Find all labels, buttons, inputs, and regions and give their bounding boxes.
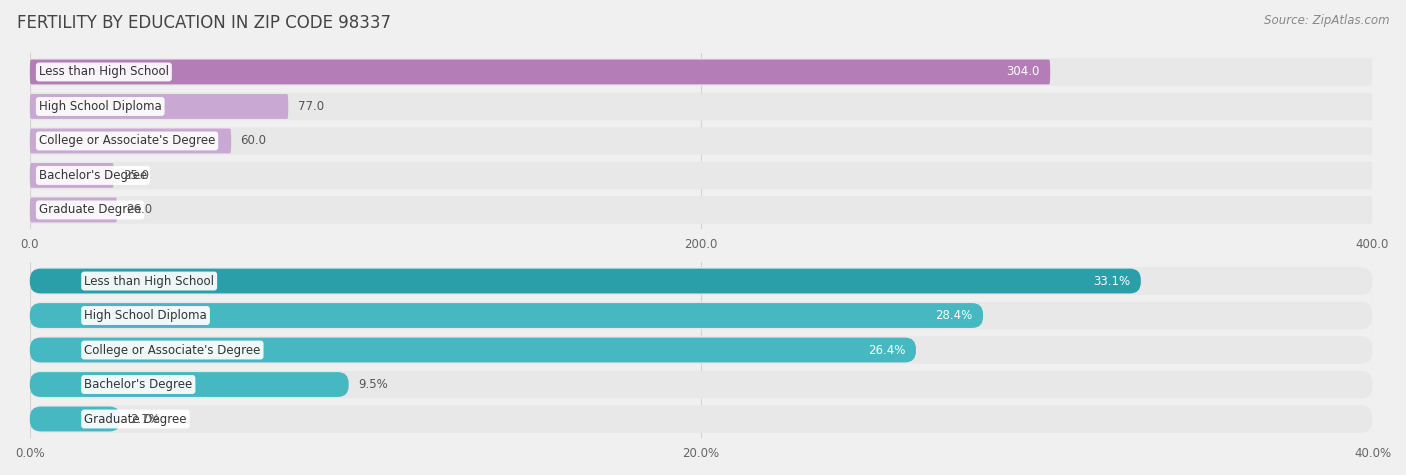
Text: 2.7%: 2.7% — [129, 412, 160, 426]
FancyBboxPatch shape — [30, 302, 1372, 329]
Text: 60.0: 60.0 — [240, 134, 267, 147]
Text: 77.0: 77.0 — [298, 100, 323, 113]
Text: 9.5%: 9.5% — [359, 378, 388, 391]
FancyBboxPatch shape — [30, 162, 1372, 189]
Text: 25.0: 25.0 — [124, 169, 149, 182]
FancyBboxPatch shape — [30, 163, 114, 188]
FancyBboxPatch shape — [30, 370, 1372, 399]
FancyBboxPatch shape — [30, 267, 1372, 295]
Text: Less than High School: Less than High School — [39, 66, 169, 78]
Text: Source: ZipAtlas.com: Source: ZipAtlas.com — [1264, 14, 1389, 27]
Text: Graduate Degree: Graduate Degree — [39, 203, 142, 217]
FancyBboxPatch shape — [30, 268, 1140, 294]
FancyBboxPatch shape — [30, 94, 288, 119]
Text: College or Associate's Degree: College or Associate's Degree — [39, 134, 215, 147]
Text: Bachelor's Degree: Bachelor's Degree — [84, 378, 193, 391]
FancyBboxPatch shape — [30, 338, 915, 362]
Text: 304.0: 304.0 — [1007, 66, 1039, 78]
FancyBboxPatch shape — [30, 129, 231, 153]
FancyBboxPatch shape — [30, 93, 1372, 120]
Text: 26.4%: 26.4% — [868, 343, 905, 357]
FancyBboxPatch shape — [30, 303, 983, 328]
FancyBboxPatch shape — [30, 407, 121, 431]
FancyBboxPatch shape — [30, 59, 1050, 85]
Text: 28.4%: 28.4% — [935, 309, 973, 322]
Text: College or Associate's Degree: College or Associate's Degree — [84, 343, 260, 357]
Text: Bachelor's Degree: Bachelor's Degree — [39, 169, 148, 182]
FancyBboxPatch shape — [30, 58, 1372, 86]
Text: High School Diploma: High School Diploma — [39, 100, 162, 113]
Text: 33.1%: 33.1% — [1092, 275, 1130, 287]
FancyBboxPatch shape — [30, 336, 1372, 364]
Text: FERTILITY BY EDUCATION IN ZIP CODE 98337: FERTILITY BY EDUCATION IN ZIP CODE 98337 — [17, 14, 391, 32]
Text: High School Diploma: High School Diploma — [84, 309, 207, 322]
FancyBboxPatch shape — [30, 196, 1372, 224]
Text: Less than High School: Less than High School — [84, 275, 214, 287]
FancyBboxPatch shape — [30, 372, 349, 397]
FancyBboxPatch shape — [30, 405, 1372, 433]
FancyBboxPatch shape — [30, 127, 1372, 155]
Text: 26.0: 26.0 — [127, 203, 153, 217]
FancyBboxPatch shape — [30, 198, 117, 222]
Text: Graduate Degree: Graduate Degree — [84, 412, 187, 426]
